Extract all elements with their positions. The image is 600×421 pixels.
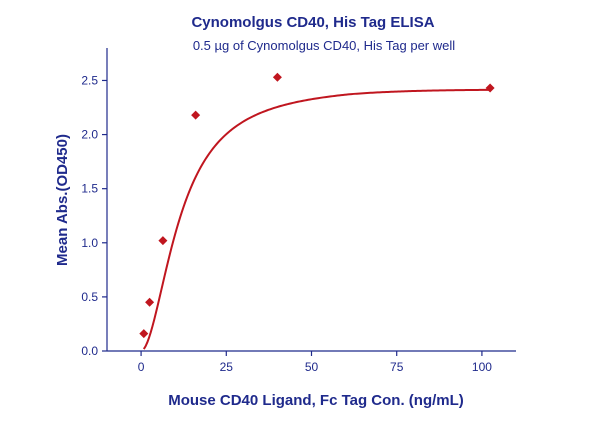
- chart-title: Cynomolgus CD40, His Tag ELISA: [191, 14, 434, 31]
- fit-curve: [142, 88, 491, 350]
- data-point: [272, 72, 282, 82]
- y-axis-label: Mean Abs.(OD450): [54, 134, 71, 266]
- y-tick-label: 2.0: [81, 128, 98, 142]
- x-tick-label: 25: [220, 360, 234, 374]
- chart-subtitle: 0.5 µg of Cynomolgus CD40, His Tag per w…: [193, 38, 455, 53]
- data-point: [158, 236, 168, 246]
- data-point: [485, 83, 495, 93]
- y-tick-label: 1.0: [81, 236, 98, 250]
- x-tick-label: 50: [305, 360, 319, 374]
- y-tick-label: 2.5: [81, 73, 98, 87]
- y-tick-label: 0.0: [81, 344, 98, 358]
- data-point: [191, 110, 201, 120]
- data-point: [145, 297, 155, 307]
- data-point: [139, 329, 149, 339]
- y-tick-label: 0.5: [81, 290, 98, 304]
- x-ticks: 0 25 50 75 100: [138, 351, 492, 374]
- y-ticks: 0.0 0.5 1.0 1.5 2.0 2.5: [81, 73, 107, 358]
- x-tick-label: 100: [472, 360, 492, 374]
- x-tick-label: 0: [138, 360, 145, 374]
- y-tick-label: 1.5: [81, 182, 98, 196]
- data-points: [139, 72, 495, 339]
- x-tick-label: 75: [390, 360, 404, 374]
- x-axis-label: Mouse CD40 Ligand, Fc Tag Con. (ng/mL): [168, 392, 464, 409]
